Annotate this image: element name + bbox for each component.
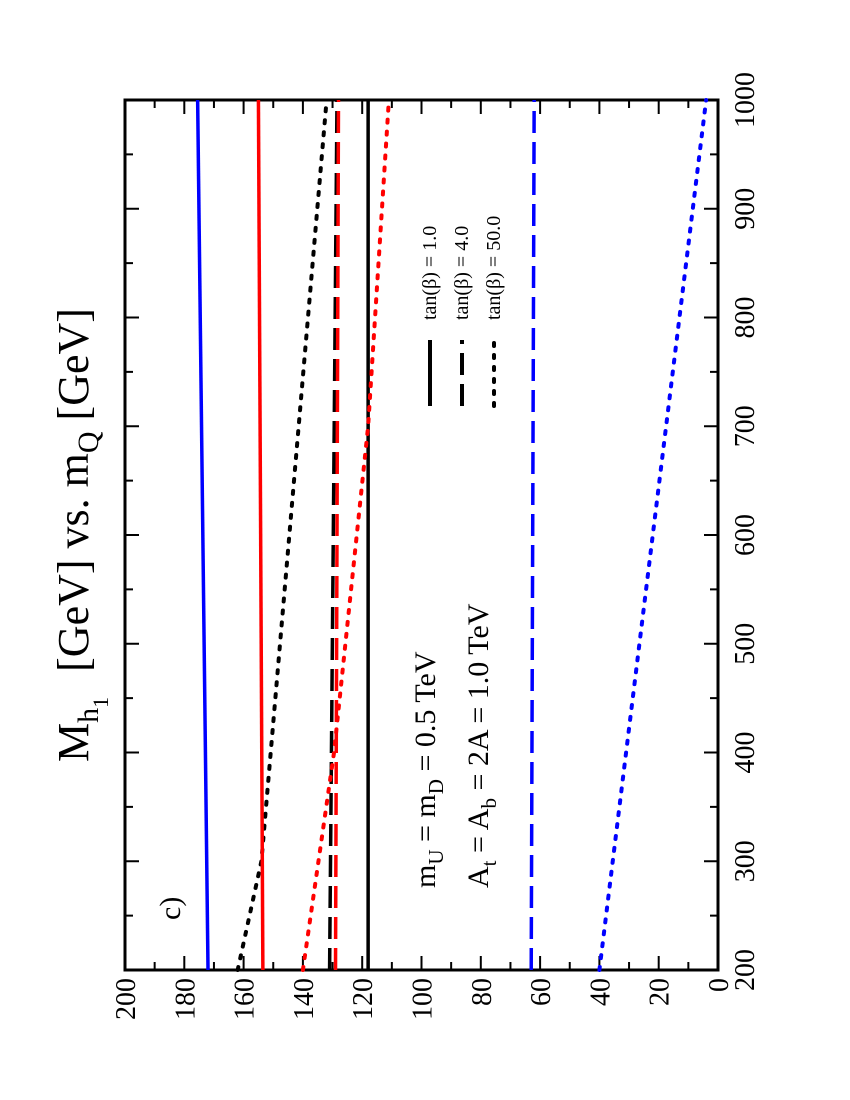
y-tick-label: 60 xyxy=(526,978,557,1006)
legend-label: tan(β) = 4.0 xyxy=(451,226,473,320)
x-tick-label: 500 xyxy=(730,623,761,665)
tick-marks xyxy=(124,99,719,971)
ann1-m: m xyxy=(409,865,442,888)
y-tick-label: 20 xyxy=(645,978,676,1006)
y-tick-label: 80 xyxy=(467,978,498,1006)
ann1-eq: = m xyxy=(409,794,442,849)
title-sub-1: 1 xyxy=(88,697,113,708)
x-tick-label: 300 xyxy=(730,840,761,882)
title-part3: [GeV] xyxy=(49,308,98,431)
y-tick-label: 100 xyxy=(408,978,439,1020)
x-tick-label: 200 xyxy=(730,949,761,991)
y-tick-label: 200 xyxy=(111,978,142,1020)
x-tick-label: 600 xyxy=(730,514,761,556)
legend-label: tan(β) = 50.0 xyxy=(483,216,505,320)
panel-label: c) xyxy=(154,897,187,920)
x-tick-label: 400 xyxy=(730,732,761,774)
series-red-solid xyxy=(256,99,265,971)
series-red-dotted xyxy=(300,98,391,972)
annotation-trilinear-line: At = Ab = 2A = 1.0 TeV xyxy=(462,603,501,888)
legend: tan(β) = 1.0 tan(β) = 4.0 tan(β) = 50.0 xyxy=(419,216,505,408)
title-part2: [GeV] vs. m xyxy=(49,453,98,683)
ann2-sub-t: t xyxy=(477,860,501,866)
x-tick-label: 900 xyxy=(730,188,761,230)
title-m: M xyxy=(49,723,98,762)
x-tick-labels: 200 300 400 500 600 700 800 900 1000 xyxy=(730,72,761,991)
x-tick-label: 700 xyxy=(730,405,761,447)
legend-label: tan(β) = 1.0 xyxy=(419,226,441,320)
series-blue-dashed xyxy=(529,99,536,971)
chart-title: Mh1 [GeV] vs. mQ [GeV] xyxy=(49,308,113,762)
y-tick-labels: 0 20 40 60 80 100 120 140 160 180 200 xyxy=(111,978,735,1020)
series-red-dashed xyxy=(333,99,341,971)
y-tick-label: 180 xyxy=(170,978,201,1020)
y-tick-label: 0 xyxy=(704,978,735,992)
y-tick-label: 40 xyxy=(585,978,616,1006)
annotation-mass-line: mU = mD = 0.5 TeV xyxy=(409,651,448,888)
ann1-value: = 0.5 TeV xyxy=(409,651,442,779)
title-sub-q: Q xyxy=(72,431,105,453)
ann1-sub-d: D xyxy=(424,779,448,794)
x-tick-label: 1000 xyxy=(730,72,761,128)
ann1-sub-u: U xyxy=(424,849,448,864)
series-black-dotted xyxy=(235,98,329,972)
title-h: h xyxy=(72,708,105,723)
ann2-eq: = A xyxy=(462,808,495,860)
series-blue-dotted xyxy=(597,98,709,972)
y-tick-label: 120 xyxy=(348,978,379,1020)
x-tick-label: 800 xyxy=(730,297,761,339)
ann2-a: A xyxy=(462,866,495,888)
series-black-dashed xyxy=(327,99,339,971)
ann2-value: = 2A = 1.0 TeV xyxy=(462,603,495,798)
series-lines xyxy=(195,98,709,972)
series-blue-solid xyxy=(195,99,210,971)
ann2-sub-b: b xyxy=(477,798,501,809)
y-tick-label: 140 xyxy=(289,978,320,1020)
y-tick-label: 160 xyxy=(230,978,261,1020)
